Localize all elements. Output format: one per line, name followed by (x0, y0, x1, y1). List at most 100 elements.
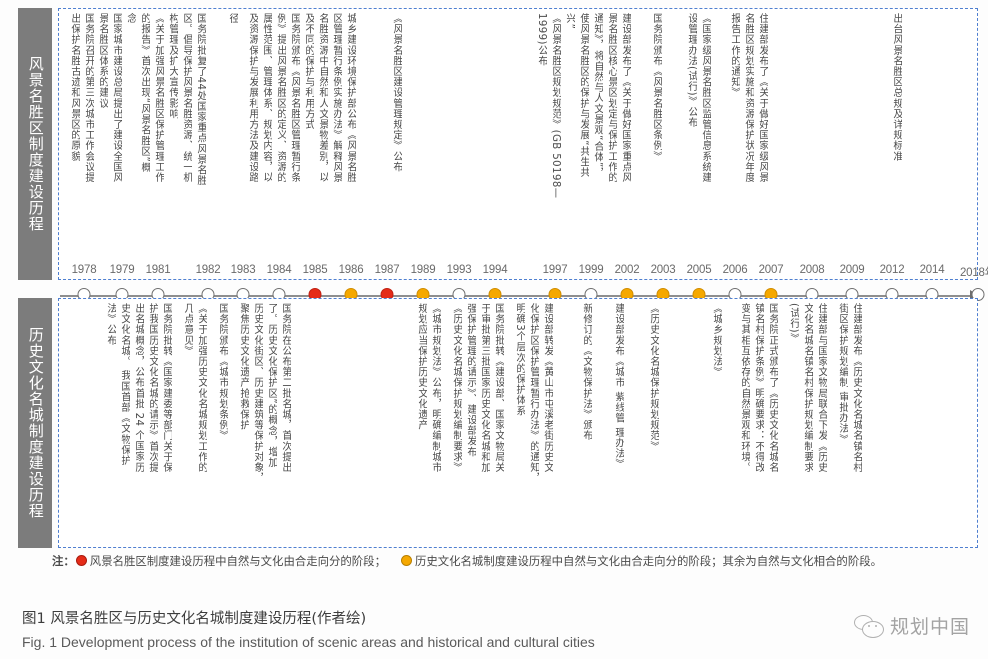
axis-tick-label: 2003 (650, 264, 676, 276)
axis-tick-label: 1979 (109, 264, 135, 276)
event-column: 出名城概念，公布首批 24 个国家历 (133, 303, 144, 473)
event-column: 了。历史文化保护区”的概念，增加 (266, 303, 277, 468)
axis-tick-label: 1987 (374, 264, 400, 276)
axis-tick-label: 1997 (542, 264, 568, 276)
event-column: 《城乡规划法》 (711, 303, 722, 378)
caption-english: Fig. 1 Development process of the instit… (22, 634, 595, 650)
event-column: 聚焦历史文化遗产抢救保护 (238, 303, 249, 431)
axis-tick-label: 1986 (338, 264, 364, 276)
event-column: 名胜区规划实施和资源保护状况年度 (743, 13, 754, 183)
watermark: 规划中国 (853, 612, 970, 639)
event-column: 出保护名胜古迹和风景区的原貌 (69, 13, 80, 162)
axis-tick-dot-open[interactable] (971, 288, 985, 301)
event-column: 国务院在公布第二批名城，首次提出 (280, 303, 291, 473)
note-segment-orange: 历史文化名城制度建设历程中自然与文化由合走向分的阶段；其余为自然与文化相合的阶段… (414, 554, 882, 568)
axis-tick-label: 1978 (71, 264, 97, 276)
timeline-axis: 1978 1979 1981 1982 1983 1984 1985 1986 1987 1989… (0, 264, 988, 310)
event-column: 区。倡导保护风景名胜资源、统一机 (181, 13, 192, 183)
event-column: 法》公布 (105, 303, 116, 346)
event-column: 明确3个层次的保护体系 (514, 303, 525, 416)
event-column: 国务院批复了44处国家重点风景名胜 (195, 13, 206, 186)
legend-red-dot-icon (75, 555, 87, 566)
event-column: 《风景名胜区规划规范》(GB 50198— (550, 13, 561, 199)
event-column: 强保护管理的请示》、建设部发布 (465, 303, 476, 457)
event-column: 《历史文化名城保护规划编制要求》 (451, 303, 462, 473)
event-column: 住建部发布了《关于做好国家级风景 (757, 13, 768, 183)
axis-tick-label: 1985 (302, 264, 328, 276)
axis-tick-label: 1982 (195, 264, 221, 276)
event-column: 及资源保护与发展利用方法及建设路 (247, 13, 258, 183)
event-column: 几点意见》 (182, 303, 193, 356)
axis-tick-label: 1984 (266, 264, 292, 276)
event-column: 例》提出风景名胜区的定义、资源的 (275, 13, 286, 183)
event-column: 构管理及扩大宣传影响 (167, 13, 178, 119)
axis-tick-label: 2006 (722, 264, 748, 276)
event-column: 《关于加强历史文化名城规划工作的 (196, 303, 207, 473)
band-label-historic-cities: 历史文化名城制度建设历程 (18, 298, 52, 548)
event-column: 的报告》首次出现“风景名胜区”概 (139, 13, 150, 173)
band-scenic-areas: 风景名胜区制度建设历程 出保护名胜古迹和风景区的原貌 国务院召开的第三次城市工作会… (0, 8, 988, 280)
event-column: 国务院批转《建设部、国家文物局关 (493, 303, 504, 473)
axis-tick-label: 1999 (578, 264, 604, 276)
axis-tick-label: 2008 (799, 264, 825, 276)
axis-tick-label: 1983 (230, 264, 256, 276)
event-column: 国务院批转《国家建委等部门关于保 (161, 303, 172, 473)
event-column: 《国家级风景名胜区监管信息系统建 (700, 13, 711, 183)
wechat-icon (853, 614, 884, 638)
event-column: 护我国历史文化名城的请示》首次提 (147, 303, 158, 473)
event-column: (试行)》 (788, 303, 799, 344)
band-box-historic-cities: 法》公布 史文化名城。 我国首部《文物保护 出名城概念，公布首批 24 个国家历 护我… (58, 298, 978, 548)
event-column: 规划应当保护历史文化遗产 (416, 303, 427, 431)
axis-tick-label: 1981 (145, 264, 171, 276)
event-column: 出台风景名胜区总规及详规标准 (891, 13, 902, 162)
figure-caption: 图1 风景名胜区与历史文化名城制度建设历程(作者绘) Fig. 1 Develo… (22, 607, 722, 650)
event-column: 街区保护规划编制 审批办法》 (837, 303, 848, 445)
event-column: 《历史文化名城保护规划规范》 (648, 303, 659, 452)
axis-tick-label: 2002 (614, 264, 640, 276)
event-column: 设管理办法(试行)》公布 (686, 13, 697, 128)
event-column: 国务院召开的第三次城市工作会议提 (83, 13, 94, 183)
watermark-text: 规划中国 (889, 616, 970, 638)
event-column: 径 (227, 13, 238, 24)
axis-tick-label: 2009 (839, 264, 865, 276)
event-column: 化保护区保护管理暂行办法》的通知， (528, 303, 539, 484)
axis-tick-label: 2005 (686, 264, 712, 276)
event-column: 《城市规划法》公布，明确编制城市 (430, 303, 441, 473)
event-column: 国务院颁布《风景名胜区条例》 (651, 13, 662, 162)
event-column: 及不同的保护与利用方式 (303, 13, 314, 130)
event-column: 国家城市建设总局提出了建设全国风 (111, 13, 122, 183)
axis-tick-label: 1993 (446, 264, 472, 276)
event-column: 《风景名胜区建设管理规定》公布 (391, 13, 402, 172)
caption-chinese: 图1 风景名胜区与历史文化名城制度建设历程(作者绘) (22, 611, 367, 627)
event-column: 文化名城名镇名村保护规划编制要求 (802, 303, 813, 473)
band-label-scenic-areas: 风景名胜区制度建设历程 (18, 8, 52, 280)
event-column: 《关于加强风景名胜区保护管理工作 (153, 13, 164, 183)
axis-tick-label: 2007 (758, 264, 784, 276)
band-box-scenic-areas: 出保护名胜古迹和风景区的原貌 国务院召开的第三次城市工作会议提 景名胜区体系的建议国… (58, 8, 978, 280)
event-column: 住建部发布《历史文化名城名镇名村 (851, 303, 862, 473)
legend-note: 注： 风景名胜区制度建设历程中自然与文化由合走向分的阶段； 历史文化名城制度建设历程… (52, 553, 957, 571)
event-column: 建设部发布了《关于做好国家重点风 (620, 13, 631, 183)
event-column: 念 (125, 13, 136, 24)
event-column: 史文化名城。 我国首部《文物保护 (119, 303, 130, 466)
legend-orange-dot-icon (400, 555, 412, 566)
event-column: 报告工作的通知》 (729, 13, 740, 98)
band-historic-cities: 历史文化名城制度建设历程 法》公布 史文化名城。 我国首部《文物保护 出名城概念，公… (0, 298, 988, 548)
axis-tick-label: 1994 (482, 264, 508, 276)
event-column: 住建部与国家文物局联合下发《历史 (816, 303, 827, 473)
event-column: 国务院颁布《风景名胜区管理暂行条 (289, 13, 300, 183)
event-column: 国务院正式颁布了《历史文化名城名 (767, 303, 778, 473)
event-column: 镇名村保护条例》明确要求：不得改 (753, 303, 764, 473)
event-column: 区管理暂行条例实施办法》解释风景 (331, 13, 342, 183)
event-column: 建设部发布《城市 紫线管 理办法》 (613, 303, 624, 470)
axis-line (60, 295, 972, 297)
event-column: 变与其相互依存的自然景观和环境。 (739, 303, 750, 473)
event-column: 1999)公布 (536, 13, 547, 67)
event-column: 于审批第三批国家历史文化名城和加 (479, 303, 490, 473)
event-column: 城乡建设环境保护部公布《风景名胜 (345, 13, 356, 183)
axis-tick-label: 2018年 (959, 267, 988, 279)
axis-tick-label: 2014 (919, 264, 945, 276)
event-column: 景名胜区核心景区划定与保护工作的 (606, 13, 617, 183)
event-column: 兴” (564, 13, 575, 30)
